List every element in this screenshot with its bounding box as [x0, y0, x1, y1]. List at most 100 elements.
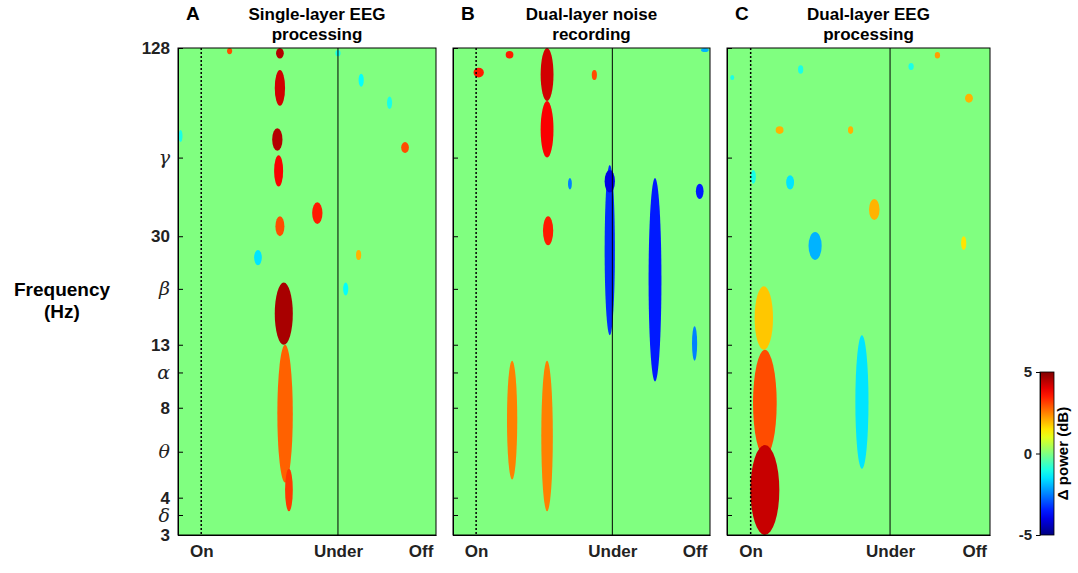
cell-blob	[776, 126, 784, 134]
y-tick: 8	[161, 399, 183, 418]
y-axis-line	[178, 49, 179, 536]
plot-frame	[727, 48, 990, 535]
cell-blob	[605, 165, 615, 335]
cell-blob	[541, 48, 554, 101]
event-line	[475, 48, 477, 535]
cell-blob	[568, 178, 572, 190]
y-tick-label: 30	[151, 227, 170, 246]
cell-blob	[387, 97, 392, 109]
x-tick: Under	[866, 535, 916, 561]
cell-blob	[541, 101, 554, 157]
cell-blob	[753, 350, 777, 457]
y-tick-mark	[727, 289, 732, 290]
x-axis: OnUnderOff	[179, 535, 437, 561]
y-tick	[453, 289, 458, 290]
y-tick-mark	[178, 236, 183, 237]
cell-blob	[274, 155, 283, 186]
cell-blob	[649, 178, 662, 381]
y-tick-mark	[727, 48, 732, 49]
cell-blob	[798, 65, 803, 73]
y-tick: γ	[159, 146, 183, 168]
y-tick	[453, 408, 458, 409]
y-axis: 128γ30β13α8θ4δ3	[142, 39, 183, 545]
y-tick-mark	[453, 408, 458, 409]
cell-blob	[356, 250, 361, 260]
x-tick-label: On	[465, 542, 489, 561]
y-tick	[453, 515, 458, 516]
colorbar-tick: -5	[1019, 526, 1040, 543]
cell-blob	[507, 361, 517, 480]
cell-blob	[474, 68, 484, 78]
y-tick-mark	[453, 48, 458, 49]
x-tick-label: Under	[588, 542, 638, 561]
cell-blob	[401, 142, 409, 153]
x-axis: On Under Off	[454, 535, 711, 561]
colorbar-axis-line	[1040, 373, 1041, 536]
event-line	[612, 48, 613, 535]
y-tick-mark	[727, 498, 732, 499]
y-tick: α	[157, 361, 183, 383]
y-tick: δ	[159, 504, 183, 526]
colorbar-tick-label: -5	[1019, 526, 1032, 543]
colorbar-tick: 0	[1024, 445, 1040, 462]
event-line	[337, 48, 338, 535]
y-axis	[453, 49, 458, 536]
panel: OnUnderOffCDual-layer EEGprocessing	[727, 3, 991, 561]
colorbar-tick: 5	[1024, 363, 1040, 380]
x-axis: OnUnderOff	[728, 535, 991, 561]
panel-title: Single-layer EEGprocessing	[249, 5, 386, 44]
colorbar-tick-mark	[1036, 454, 1040, 455]
cell-blob	[276, 48, 284, 59]
plot-frame	[453, 48, 710, 535]
x-axis-line	[179, 535, 437, 536]
y-axis-title-line: Frequency	[14, 279, 111, 300]
y-tick-mark	[727, 345, 732, 346]
cell-blob	[605, 170, 615, 193]
colorbar-tick-label: 0	[1024, 445, 1032, 462]
y-tick-label: 128	[142, 39, 170, 58]
y-tick	[727, 515, 732, 516]
cell-blob	[751, 170, 756, 184]
cell-blob	[908, 63, 913, 70]
cell-blob	[730, 75, 734, 80]
y-tick: θ	[159, 440, 183, 462]
cell-blob	[855, 335, 868, 469]
cell-blob	[506, 51, 514, 58]
x-tick: On	[465, 535, 489, 561]
cell-blob	[275, 70, 285, 106]
x-axis-line	[454, 535, 711, 536]
event-line	[200, 48, 202, 535]
y-band-label: β	[158, 277, 170, 299]
cell-blob	[935, 52, 940, 58]
y-tick	[453, 236, 458, 237]
y-tick	[727, 452, 732, 453]
cell-blob	[543, 216, 553, 245]
y-band-label: θ	[159, 440, 171, 462]
cell-blob	[692, 326, 697, 360]
x-tick-label: Off	[683, 542, 708, 561]
background-cell	[453, 48, 710, 535]
y-tick-mark	[453, 345, 458, 346]
event-line	[750, 48, 752, 535]
y-tick: 128	[142, 39, 183, 58]
cell-blob	[965, 94, 973, 103]
y-tick-mark	[727, 515, 732, 516]
y-tick	[453, 345, 458, 346]
y-tick	[727, 236, 732, 237]
y-tick-mark	[727, 372, 732, 373]
y-tick	[453, 498, 458, 499]
event-line	[890, 48, 891, 535]
cell-blob	[755, 286, 773, 350]
colorbar-tick-mark	[1036, 535, 1040, 536]
panel-letter: B	[461, 3, 475, 24]
y-tick	[727, 408, 732, 409]
colorbar-axis: -5 0 5	[1019, 363, 1041, 543]
y-tick-mark	[727, 236, 732, 237]
y-tick-mark	[178, 48, 183, 49]
y-tick-mark	[178, 289, 183, 290]
y-tick-mark	[453, 498, 458, 499]
panel-title-line: processing	[272, 25, 363, 44]
colorbar: -505Δ power (dB)	[1019, 363, 1071, 543]
x-tick: On	[739, 535, 763, 561]
panel: OnUnderOffBDual-layer noiserecording	[453, 3, 711, 561]
